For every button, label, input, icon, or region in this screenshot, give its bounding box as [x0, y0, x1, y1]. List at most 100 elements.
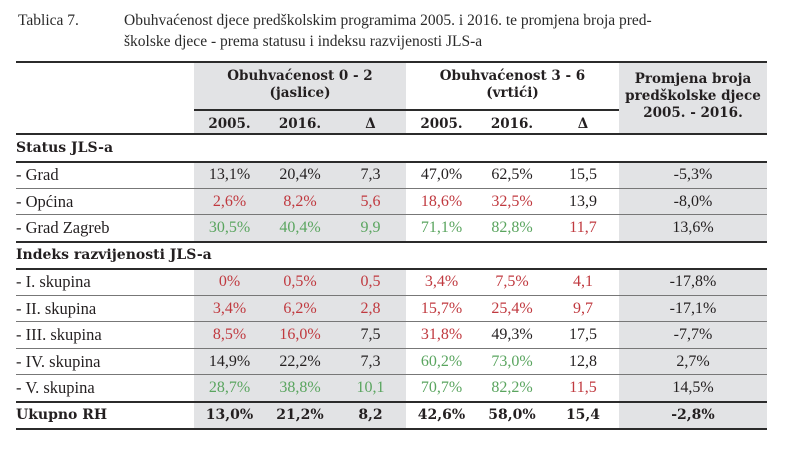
value-cell: 11,5 — [569, 379, 597, 397]
row-rule — [16, 348, 767, 349]
value-cell: 14,9% — [208, 352, 251, 370]
change-cell: -17,1% — [669, 299, 717, 317]
row-label: - II. skupina — [16, 298, 97, 318]
caption-text: Obuhvaćenost djece predškolskim programi… — [124, 10, 776, 52]
value-cell: 73,0% — [491, 352, 533, 370]
value-cell: 2,6% — [212, 192, 247, 210]
row-label: - I. skupina — [16, 272, 91, 291]
section-title: Status JLS-a — [16, 140, 114, 156]
value-cell: 3,4% — [212, 299, 247, 317]
column-header: 2016. — [278, 116, 322, 132]
caption-line-2: školske djece - prema statusu i indeksu … — [124, 33, 483, 50]
value-cell: 7,5% — [495, 273, 529, 290]
row-label: - Općina — [16, 191, 74, 211]
change-cell: -8,0% — [673, 192, 713, 210]
top-rule — [16, 61, 767, 63]
value-cell: 3,4% — [424, 273, 459, 290]
row-label: - Grad — [16, 165, 59, 184]
value-cell: 71,1% — [420, 219, 463, 237]
change-header-line3: 2005. - 2016. — [643, 105, 743, 121]
change-header: Promjena broja predškolske djece 2005. -… — [619, 71, 767, 122]
value-cell: 47,0% — [420, 166, 463, 183]
group2-header-line2: (vrtići) — [486, 85, 539, 101]
value-cell: 7,3 — [360, 352, 381, 370]
section-title: Indeks razvijenosti JLS-a — [16, 247, 212, 263]
value-cell: 25,4% — [491, 299, 533, 317]
value-cell: 7,5 — [360, 326, 381, 344]
group2-header: Obuhvaćenost 3 - 6 (vrtići) — [406, 68, 619, 102]
column-header: Δ — [365, 116, 376, 132]
section1-band — [16, 135, 767, 162]
change-cell: -2,8% — [671, 407, 715, 423]
change-header-line1: Promjena broja — [634, 71, 752, 87]
value-cell: 40,4% — [279, 219, 321, 237]
value-cell: 32,5% — [491, 192, 533, 210]
value-cell: 15,5 — [569, 166, 597, 183]
value-cell: 15,4 — [565, 407, 601, 423]
value-cell: 58,0% — [488, 407, 536, 423]
change-cell: 14,5% — [672, 379, 714, 397]
value-cell: 70,7% — [420, 379, 463, 397]
row-rule — [16, 428, 767, 430]
value-cell: 13,1% — [208, 166, 251, 183]
value-cell: 8,2% — [283, 192, 317, 210]
header-bottom-rule — [16, 133, 767, 135]
value-cell: 12,8 — [569, 352, 597, 370]
column-header: Δ — [577, 116, 589, 132]
column-header: 2005. — [420, 116, 463, 132]
value-cell: 13,0% — [205, 407, 254, 423]
row-label: Ukupno RH — [16, 407, 108, 423]
change-cell: -7,7% — [673, 326, 713, 344]
section2-band — [16, 241, 767, 268]
value-cell: 16,0% — [279, 326, 321, 344]
value-cell: 82,2% — [491, 379, 533, 397]
row-label: - IV. skupina — [16, 351, 101, 371]
change-cell: -5,3% — [673, 166, 713, 183]
value-cell: 20,4% — [279, 166, 321, 183]
value-cell: 28,7% — [208, 379, 251, 397]
caption-label: Tablica 7. — [18, 12, 79, 29]
row-label: - III. skupina — [16, 325, 102, 345]
value-cell: 21,2% — [276, 407, 324, 423]
value-cell: 0,5% — [283, 273, 317, 290]
row-rule — [16, 161, 767, 163]
group1-header-line1: Obuhvaćenost 0 - 2 — [227, 68, 373, 84]
row-label: - V. skupina — [16, 378, 95, 398]
value-cell: 0% — [218, 273, 241, 290]
column-header: 2005. — [208, 116, 251, 132]
group1-header: Obuhvaćenost 0 - 2 (jaslice) — [194, 68, 406, 102]
value-cell: 0,5 — [360, 273, 381, 290]
value-cell: 18,6% — [420, 192, 463, 210]
value-cell: 9,9 — [360, 219, 381, 237]
value-cell: 13,9 — [569, 192, 597, 210]
row-rule — [16, 295, 767, 296]
value-cell: 8,5% — [212, 326, 247, 344]
value-cell: 11,7 — [569, 219, 597, 237]
value-cell: 17,5 — [569, 326, 597, 344]
value-cell: 22,2% — [279, 352, 321, 370]
value-cell: 2,8 — [360, 299, 381, 317]
group1-header-line2: (jaslice) — [269, 85, 331, 101]
value-cell: 9,7 — [573, 299, 593, 317]
change-header-line2: predškolske djece — [625, 88, 761, 104]
row-rule — [16, 268, 767, 270]
value-cell: 6,2% — [283, 299, 317, 317]
header-mid-rule — [194, 109, 619, 111]
value-cell: 31,8% — [420, 326, 463, 344]
value-cell: 60,2% — [420, 352, 463, 370]
value-cell: 30,5% — [208, 219, 251, 237]
value-cell: 4,1 — [573, 273, 593, 290]
value-cell: 62,5% — [491, 166, 533, 183]
group2-header-line1: Obuhvaćenost 3 - 6 — [439, 68, 586, 84]
row-label: - Grad Zagreb — [16, 218, 110, 238]
row-rule — [16, 321, 767, 322]
value-cell: 82,8% — [491, 219, 533, 237]
change-cell: 2,7% — [676, 352, 710, 370]
row-rule — [16, 241, 767, 243]
value-cell: 49,3% — [491, 326, 533, 344]
row-rule — [16, 401, 767, 403]
value-cell: 10,1 — [356, 379, 385, 397]
caption-line-1: Obuhvaćenost djece predškolskim programi… — [124, 12, 652, 29]
row-rule — [16, 188, 767, 189]
value-cell: 5,6 — [360, 192, 381, 210]
